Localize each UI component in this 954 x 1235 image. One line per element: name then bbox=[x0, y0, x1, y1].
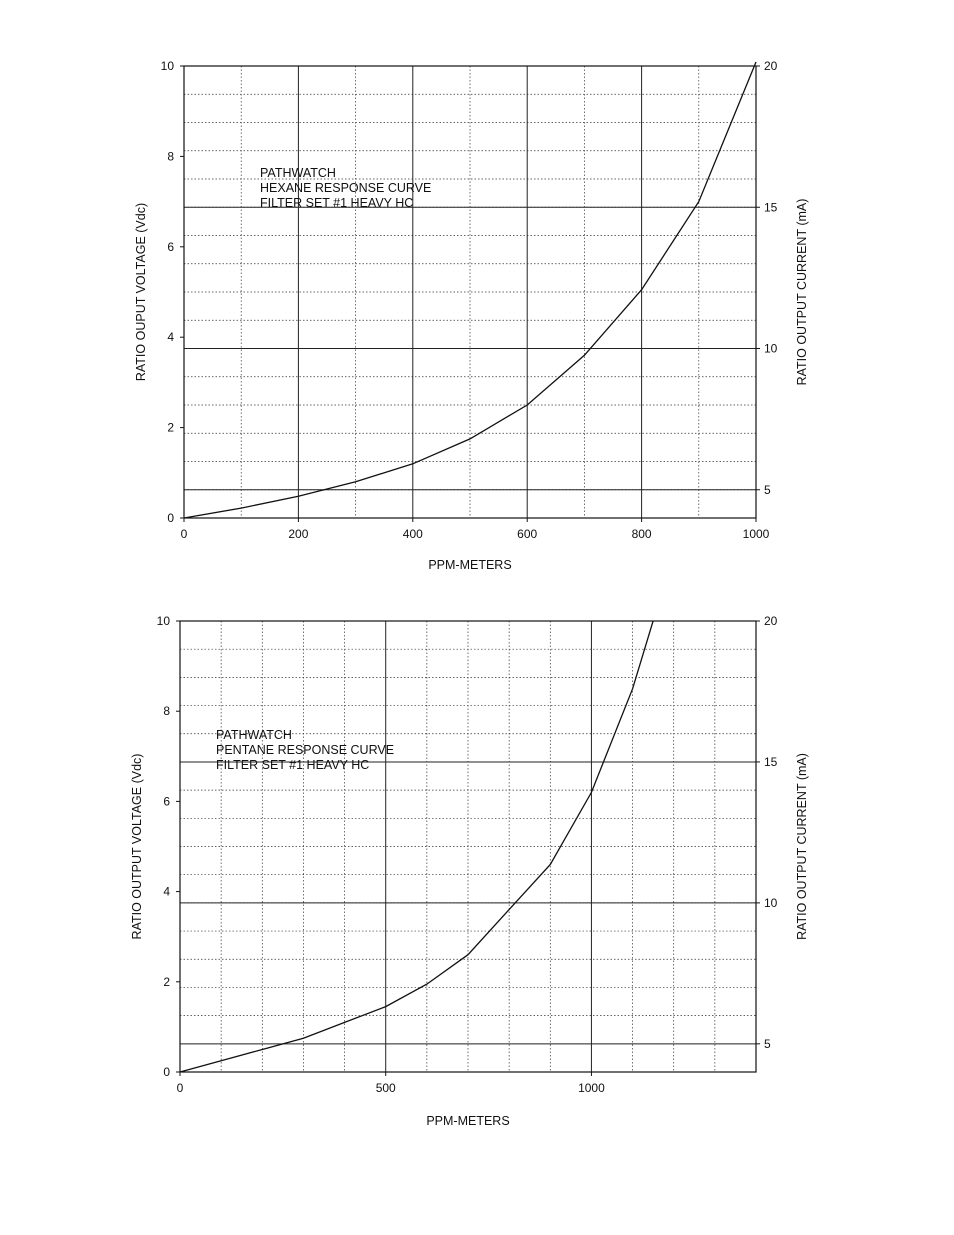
y2-axis-label: RATIO OUTPUT CURRENT (mA) bbox=[795, 199, 809, 386]
plot-frame bbox=[183, 65, 757, 519]
annotation-line: PENTANE RESPONSE CURVE bbox=[216, 743, 394, 757]
y-tick-label: 0 bbox=[163, 1065, 170, 1079]
x-tick-label: 200 bbox=[288, 527, 308, 541]
y-tick-label: 0 bbox=[167, 511, 174, 525]
series-line-1 bbox=[179, 620, 654, 1073]
x-tick-label: 600 bbox=[517, 527, 537, 541]
y-axis-right: 5 10 15 20 bbox=[756, 59, 778, 497]
x-tick-label: 500 bbox=[376, 1081, 396, 1095]
y-tick-label: 4 bbox=[163, 885, 170, 899]
y2-tick-label: 10 bbox=[764, 342, 778, 356]
y2-tick-label: 20 bbox=[764, 59, 778, 73]
y2-tick-label: 5 bbox=[764, 1037, 771, 1051]
x-tick-label: 0 bbox=[177, 1081, 184, 1095]
y2-tick-label: 20 bbox=[764, 614, 778, 628]
y2-tick-label: 10 bbox=[764, 896, 778, 910]
y2-tick-label: 5 bbox=[764, 483, 771, 497]
x-tick-label: 1000 bbox=[743, 527, 770, 541]
series-line-1 bbox=[183, 61, 757, 519]
annotation-line: PATHWATCH bbox=[260, 166, 336, 180]
x-axis-label: PPM-METERS bbox=[426, 1114, 509, 1128]
y2-tick-label: 15 bbox=[764, 200, 778, 214]
x-tick-label: 1000 bbox=[578, 1081, 605, 1095]
x-axis-label: PPM-METERS bbox=[428, 558, 511, 572]
y-tick-label: 6 bbox=[163, 794, 170, 808]
y-axis-label: RATIO OUPUT VOLTAGE (Vdc) bbox=[134, 203, 148, 381]
y2-tick-label: 15 bbox=[764, 755, 778, 769]
y-tick-label: 4 bbox=[167, 330, 174, 344]
x-tick-label: 400 bbox=[403, 527, 423, 541]
chart-2: 0 2 4 6 8 10 5 10 15 20 0 500 1000 PPM-METERS RATIO OU… bbox=[130, 614, 809, 1128]
y-tick-label: 8 bbox=[163, 704, 170, 718]
annotation-line: PATHWATCH bbox=[216, 728, 292, 742]
major-grid bbox=[180, 621, 756, 1072]
annotation-line: HEXANE RESPONSE CURVE bbox=[260, 181, 431, 195]
major-grid bbox=[184, 66, 756, 518]
y-axis-right: 5 10 15 20 bbox=[756, 614, 778, 1051]
x-tick-label: 800 bbox=[632, 527, 652, 541]
y-axis-left: 0 2 4 6 8 10 bbox=[161, 59, 184, 525]
annotation-line: FILTER SET #1 HEAVY HC bbox=[216, 758, 369, 772]
annotation-line: FILTER SET #1 HEAVY HC bbox=[260, 196, 413, 210]
y-axis-label: RATIO OUTPUT VOLTAGE (Vdc) bbox=[130, 754, 144, 940]
y2-axis-label: RATIO OUTPUT CURRENT (mA) bbox=[795, 753, 809, 940]
y-tick-label: 10 bbox=[161, 59, 175, 73]
y-tick-label: 8 bbox=[167, 149, 174, 163]
x-axis: 0 200 400 600 800 1000 bbox=[181, 518, 770, 541]
minor-grid bbox=[184, 66, 756, 518]
y-axis-left: 0 2 4 6 8 10 bbox=[157, 614, 180, 1079]
plot-frame bbox=[179, 620, 757, 1073]
y-tick-label: 2 bbox=[163, 975, 170, 989]
y-tick-label: 10 bbox=[157, 614, 171, 628]
minor-grid bbox=[180, 621, 756, 1072]
x-tick-label: 0 bbox=[181, 527, 188, 541]
y-tick-label: 6 bbox=[167, 240, 174, 254]
x-axis: 0 500 1000 bbox=[177, 1072, 605, 1095]
y-tick-label: 2 bbox=[167, 421, 174, 435]
